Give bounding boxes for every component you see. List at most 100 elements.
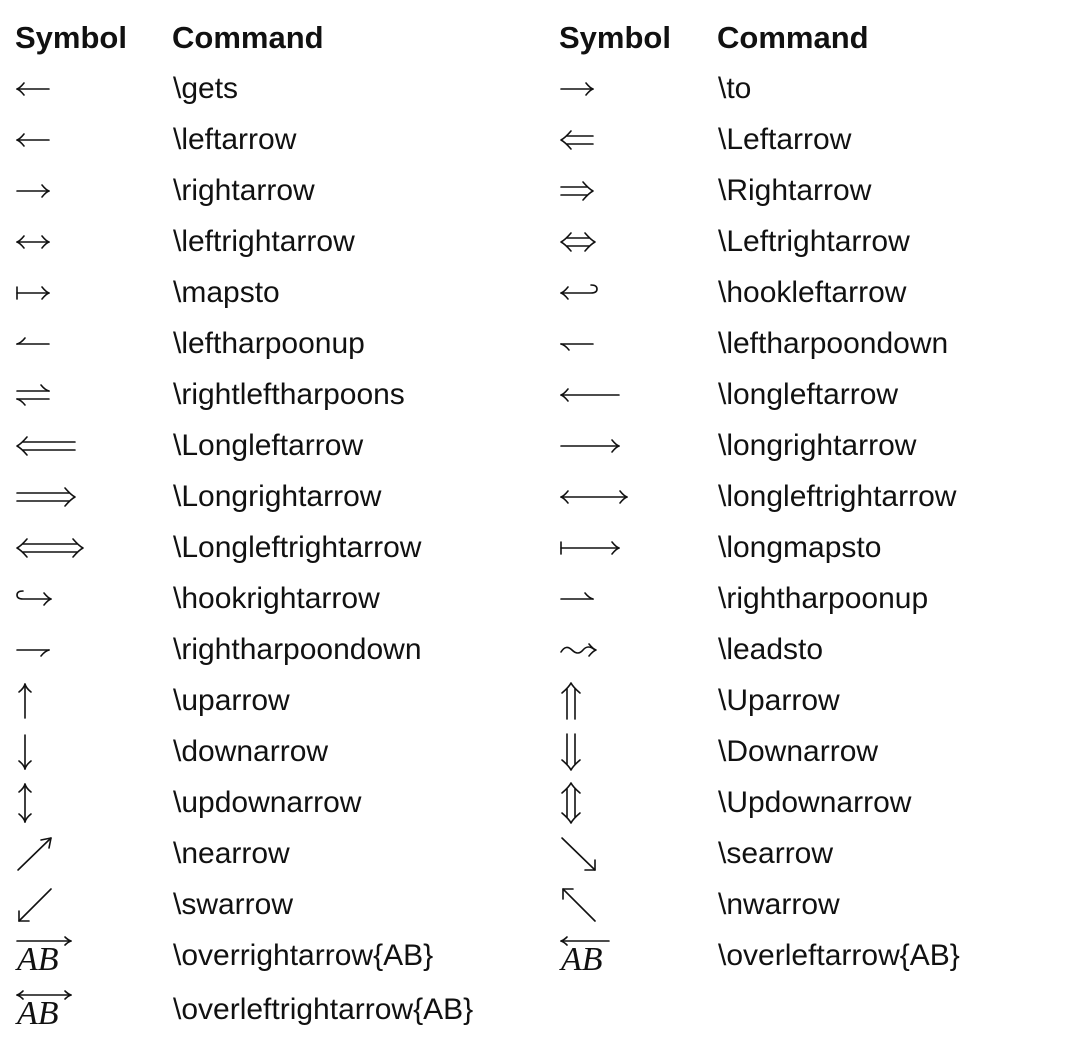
command-text: \overleftarrow{AB} <box>718 938 960 972</box>
table-row: \mapsto \hookleftarrow <box>0 267 1082 318</box>
table-row: \Longleftarrow \longrightarrow <box>0 420 1082 471</box>
command-text: \gets <box>173 71 239 105</box>
command-text: \rightarrow <box>173 173 315 207</box>
left-harpoon-up-icon <box>15 318 51 369</box>
command-text: \leadsto <box>718 632 824 666</box>
up-arrow-icon <box>15 675 35 726</box>
double-left-right-arrow-icon <box>559 216 597 267</box>
table-row: \nearrow \searrow <box>0 828 1082 879</box>
command-text: \rightharpoonup <box>718 581 929 615</box>
command-text: \Uparrow <box>718 683 840 717</box>
table-row: \Longrightarrow \longleftrightarrow <box>0 471 1082 522</box>
table-row: \Longleftrightarrow \longmapsto <box>0 522 1082 573</box>
table-row: \hookrightarrow \rightharpoonup <box>0 573 1082 624</box>
table-row: \leftarrow \Leftarrow <box>0 114 1082 165</box>
command-text: \Leftarrow <box>718 122 852 156</box>
command-text: \overrightarrow{AB} <box>173 938 434 972</box>
double-right-arrow-icon <box>559 165 595 216</box>
header-command-right: Command <box>717 20 869 55</box>
command-text: \hookleftarrow <box>718 275 907 309</box>
table-row: \downarrow \Downarrow <box>0 726 1082 777</box>
right-harpoon-down-icon <box>15 624 51 675</box>
north-west-arrow-icon <box>559 879 599 930</box>
left-harpoon-down-icon <box>559 318 595 369</box>
command-text: \Leftrightarrow <box>718 224 910 258</box>
command-text: \longleftarrow <box>718 377 899 411</box>
command-text: \leftharpoonup <box>173 326 365 360</box>
symbol-ab-text: AB <box>561 940 603 978</box>
table-row: \uparrow \Uparrow <box>0 675 1082 726</box>
up-down-arrow-icon <box>15 777 35 828</box>
command-text: \longleftrightarrow <box>718 479 957 513</box>
table-row: \gets \to <box>0 63 1082 114</box>
over-right-arrow-ab-icon: AB <box>15 930 75 981</box>
double-left-arrow-icon <box>559 114 595 165</box>
table-row: \leftharpoonup \leftharpoondown <box>0 318 1082 369</box>
command-text: \longmapsto <box>718 530 882 564</box>
command-text: \rightharpoondown <box>173 632 422 666</box>
right-arrow-icon <box>559 63 595 114</box>
command-text: \rightleftharpoons <box>173 377 405 411</box>
double-up-down-arrow-icon <box>559 777 583 828</box>
left-arrow-icon <box>15 114 51 165</box>
right-harpoon-up-icon <box>559 573 595 624</box>
command-text: \nearrow <box>173 836 290 870</box>
table-row: \rightarrow \Rightarrow <box>0 165 1082 216</box>
long-right-arrow-icon <box>559 420 621 471</box>
table-row: AB \overrightarrow{AB} AB \overleftarrow{AB… <box>0 930 1082 981</box>
table-row: \rightleftharpoons \longleftarrow <box>0 369 1082 420</box>
command-text: \mapsto <box>173 275 280 309</box>
command-text: \swarrow <box>173 887 294 921</box>
header-symbol-left: Symbol <box>15 20 127 55</box>
command-text: \Updownarrow <box>718 785 912 819</box>
south-east-arrow-icon <box>559 828 599 879</box>
north-east-arrow-icon <box>15 828 55 879</box>
table-row: \updownarrow \Updownarrow <box>0 777 1082 828</box>
hook-right-arrow-icon <box>15 573 53 624</box>
command-text: \leftarrow <box>173 122 297 156</box>
long-left-arrow-icon <box>559 369 621 420</box>
hook-left-arrow-icon <box>559 267 599 318</box>
long-maps-to-arrow-icon <box>559 522 621 573</box>
command-text: \overleftrightarrow{AB} <box>173 992 474 1026</box>
over-left-right-arrow-ab-icon: AB <box>15 984 75 1035</box>
long-double-left-arrow-icon <box>15 420 77 471</box>
command-text: \longrightarrow <box>718 428 917 462</box>
table-row: AB \overleftrightarrow{AB} <box>0 984 1082 1035</box>
command-text: \Downarrow <box>718 734 879 768</box>
long-left-right-arrow-icon <box>559 471 629 522</box>
table-row: \rightharpoondown \leadsto <box>0 624 1082 675</box>
left-right-arrow-icon <box>15 216 51 267</box>
south-west-arrow-icon <box>15 879 55 930</box>
command-text: \leftharpoondown <box>718 326 949 360</box>
command-text: \updownarrow <box>173 785 362 819</box>
command-text: \downarrow <box>173 734 329 768</box>
double-down-arrow-icon <box>559 726 583 777</box>
right-arrow-icon <box>15 165 51 216</box>
right-left-harpoons-icon <box>15 369 51 420</box>
command-text: \uparrow <box>173 683 290 717</box>
leads-to-arrow-icon <box>559 624 599 675</box>
down-arrow-icon <box>15 726 35 777</box>
symbol-ab-text: AB <box>17 994 59 1032</box>
command-text: \Longleftrightarrow <box>173 530 422 564</box>
command-text: \to <box>718 71 752 105</box>
maps-to-arrow-icon <box>15 267 51 318</box>
header-command-left: Command <box>172 20 324 55</box>
table-row: \leftrightarrow \Leftrightarrow <box>0 216 1082 267</box>
command-text: \Longrightarrow <box>173 479 382 513</box>
command-text: \Longleftarrow <box>173 428 364 462</box>
long-double-left-right-arrow-icon <box>15 522 85 573</box>
command-text: \nwarrow <box>718 887 840 921</box>
left-arrow-icon <box>15 63 51 114</box>
command-text: \Rightarrow <box>718 173 872 207</box>
command-text: \hookrightarrow <box>173 581 380 615</box>
long-double-right-arrow-icon <box>15 471 77 522</box>
command-text: \searrow <box>718 836 834 870</box>
command-text: \leftrightarrow <box>173 224 355 258</box>
symbol-ab-text: AB <box>17 940 59 978</box>
table-row: \swarrow \nwarrow <box>0 879 1082 930</box>
double-up-arrow-icon <box>559 675 583 726</box>
header-symbol-right: Symbol <box>559 20 671 55</box>
over-left-arrow-ab-icon: AB <box>559 930 619 981</box>
